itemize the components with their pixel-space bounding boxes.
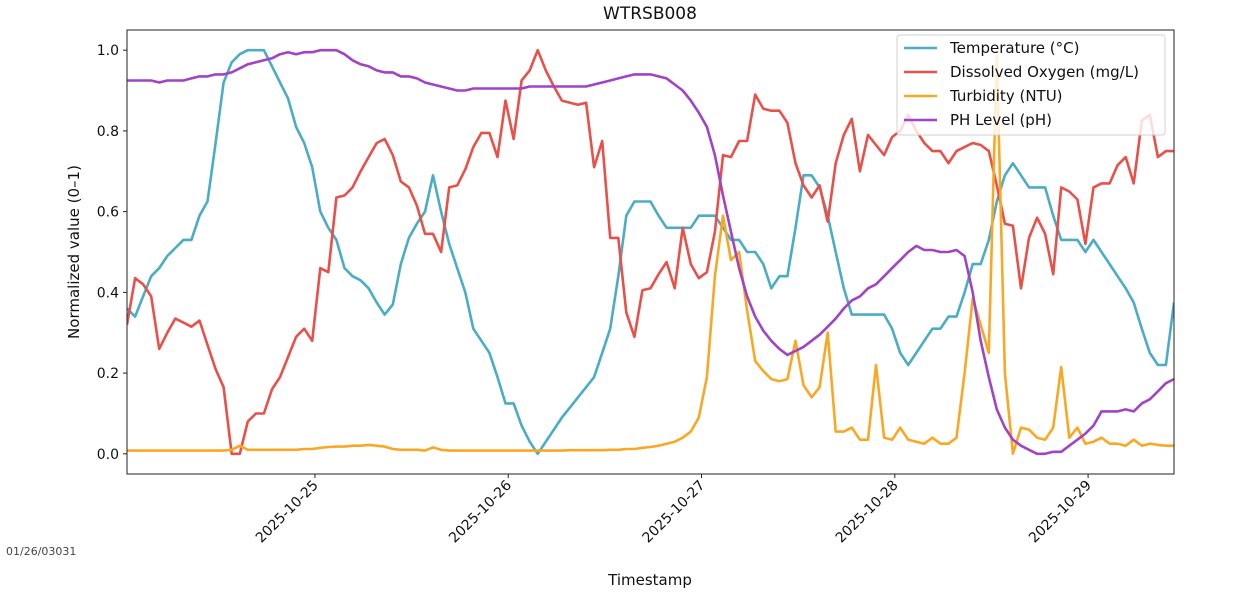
x-tick-label: 2025-10-26: [446, 477, 515, 546]
y-tick-label: 0.0: [97, 447, 119, 463]
legend-label: Turbidity (NTU): [949, 87, 1063, 105]
x-tick-label: 2025-10-27: [639, 478, 708, 547]
legend-box: [896, 34, 1166, 136]
axes-frame: [126, 29, 1175, 475]
series-line-3: [127, 48, 1174, 456]
y-tick-label: 0.2: [97, 366, 119, 382]
footer-stamp: 01/26/03031: [6, 545, 77, 558]
y-tick-label: 0.4: [97, 285, 119, 301]
x-axis-label: Timestamp: [607, 571, 692, 589]
x-tick-label: 2025-10-29: [1026, 478, 1095, 547]
legend: Temperature (°C) Dissolved Oxygen (mg/L) T…: [896, 34, 1166, 136]
x-tick-label: 2025-10-25: [253, 478, 322, 547]
y-axis-label: Normalized value (0–1): [65, 165, 83, 339]
legend-label: PH Level (pH): [950, 111, 1052, 129]
x-tick-label: 2025-10-28: [833, 478, 902, 547]
chart-title: WTRSB008: [603, 4, 697, 24]
legend-label: Dissolved Oxygen (mg/L): [950, 63, 1139, 81]
series-line-2: [127, 54, 1174, 456]
y-tick-label: 0.6: [97, 205, 119, 221]
y-tick-label: 0.8: [97, 124, 119, 140]
legend-label: Temperature (°C): [949, 39, 1079, 57]
y-tick-label: 1.0: [97, 43, 119, 59]
